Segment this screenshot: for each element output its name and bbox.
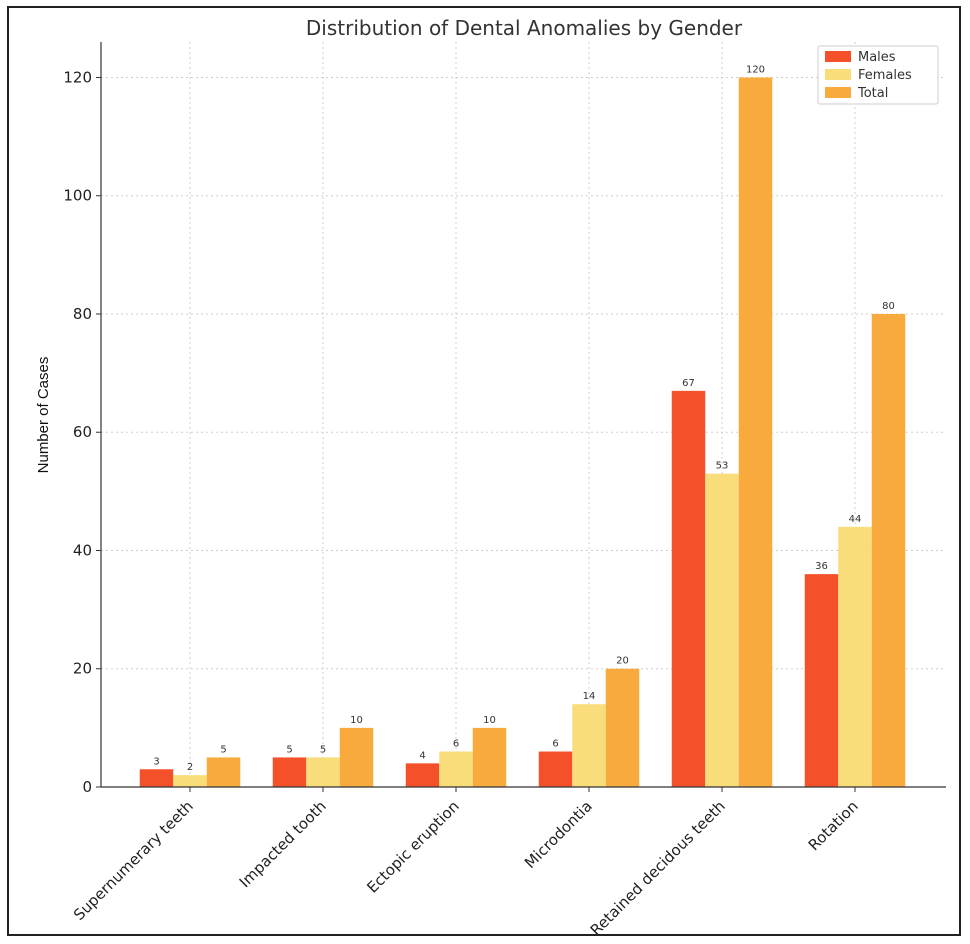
y-tick-label: 80: [73, 305, 92, 323]
bar-males: [272, 757, 307, 787]
bar-value-label: 2: [187, 762, 193, 773]
bar-value-label: 20: [616, 656, 629, 667]
bar-value-label: 5: [220, 744, 226, 755]
bar-females: [173, 775, 207, 787]
bar-females: [306, 757, 340, 787]
bar-value-label: 10: [483, 715, 496, 726]
bar-total: [738, 77, 773, 787]
bar-value-label: 4: [419, 750, 425, 761]
data-labels: 3 2 5 5 5 10 4 6 10 6 14 20 67 53 120 36 44 80: [153, 64, 895, 773]
legend-swatch-females: [825, 69, 851, 80]
bar-value-label: 5: [286, 744, 292, 755]
bar-total: [871, 313, 906, 787]
bar-total: [339, 727, 374, 787]
bars: [139, 77, 906, 787]
legend: Males Females Total: [817, 45, 939, 105]
y-axis-label: Number of Cases: [35, 357, 52, 474]
y-tick-label: 60: [73, 423, 92, 441]
x-tick-labels: Supernumerary teeth Impacted tooth Ectopic…: [70, 787, 862, 939]
bar-value-label: 120: [746, 64, 765, 75]
x-tick-label: Rotation: [805, 797, 862, 854]
legend-swatch-males: [825, 51, 851, 62]
bar-males: [139, 769, 174, 787]
bar-value-label: 67: [682, 378, 695, 389]
bar-value-label: 3: [153, 756, 159, 767]
bar-females: [838, 526, 872, 787]
bar-males: [405, 763, 440, 787]
chart-title: Distribution of Dental Anomalies by Gend…: [306, 16, 743, 40]
bar-value-label: 14: [583, 691, 596, 702]
legend-swatch-total: [825, 87, 851, 98]
y-tick-label: 120: [63, 68, 92, 86]
y-tick-labels: 0 20 40 60 80 100 120: [63, 68, 101, 796]
bar-value-label: 80: [882, 301, 895, 312]
bar-value-label: 36: [815, 561, 828, 572]
bar-value-label: 6: [552, 739, 558, 750]
bar-total: [472, 727, 507, 787]
legend-label-males: Males: [858, 50, 896, 65]
axes: [100, 42, 946, 788]
legend-label-total: Total: [857, 86, 888, 101]
bar-males: [804, 574, 839, 787]
bar-value-label: 44: [849, 514, 862, 525]
x-tick-label: Ectopic eruption: [363, 797, 462, 896]
bar-females: [572, 704, 606, 787]
bar-males: [538, 751, 573, 787]
bar-value-label: 53: [716, 461, 729, 472]
bar-value-label: 10: [350, 715, 363, 726]
y-tick-label: 20: [73, 660, 92, 678]
y-tick-label: 40: [73, 541, 92, 559]
bar-males: [671, 390, 706, 787]
x-tick-label: Retained decidous teeth: [587, 797, 729, 939]
bar-value-label: 6: [453, 739, 459, 750]
x-tick-label: Supernumerary teeth: [70, 797, 197, 924]
bar-females: [439, 751, 473, 787]
bar-value-label: 5: [320, 744, 326, 755]
bar-females: [705, 473, 739, 787]
legend-label-females: Females: [858, 68, 912, 83]
y-tick-label: 0: [82, 778, 92, 796]
bar-total: [605, 668, 640, 787]
y-tick-label: 100: [63, 187, 92, 205]
bar-total: [206, 757, 241, 787]
x-tick-label: Microdontia: [521, 797, 596, 872]
x-tick-label: Impacted tooth: [236, 797, 330, 891]
